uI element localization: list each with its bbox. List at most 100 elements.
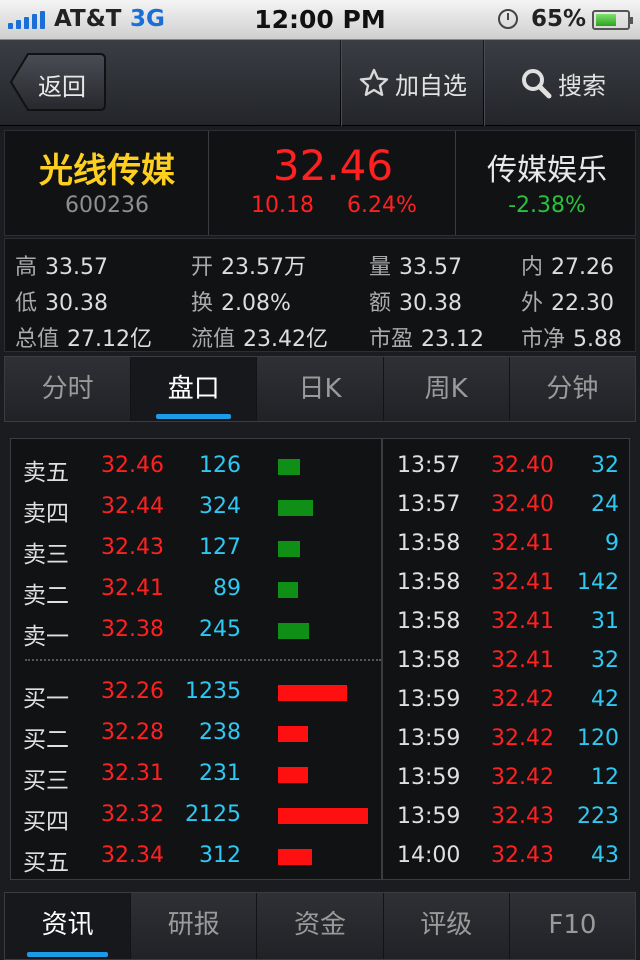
sell-volume: 127: [199, 535, 241, 560]
sell-price: 32.43: [101, 535, 164, 560]
stat-value: 5.88: [573, 327, 622, 352]
stock-code: 600236: [65, 193, 149, 218]
trade-price: 32.42: [491, 687, 554, 712]
stat-key: 市净: [521, 327, 566, 352]
stat-item: 低 30.38: [15, 285, 108, 317]
star-icon: [359, 68, 389, 96]
search-button[interactable]: 搜索: [486, 40, 640, 126]
sell-order-row: 卖五 32.46 126: [11, 449, 381, 486]
stat-item: 高 33.57: [15, 249, 108, 281]
buy-order-row: 买五 32.34 312: [11, 839, 381, 876]
back-button-shape: [10, 53, 106, 111]
trade-row: 13:57 32.40 24: [383, 488, 629, 522]
sell-price: 32.46: [101, 453, 164, 478]
stat-value: 27.26: [551, 255, 614, 280]
buy-level-label: 买四: [23, 809, 69, 835]
stat-item: 开 23.57万: [191, 249, 306, 281]
buy-price: 32.34: [101, 843, 164, 868]
buy-price: 32.28: [101, 720, 164, 745]
stat-value: 33.57: [45, 255, 108, 280]
buy-volume: 238: [199, 720, 241, 745]
trade-volume: 120: [577, 726, 619, 751]
search-icon: [522, 69, 552, 99]
chart-tabs: 分时 盘口 日K 周K 分钟: [4, 356, 636, 422]
trade-time: 13:58: [397, 609, 461, 634]
signal-strength-icon: [8, 11, 45, 29]
stat-item: 市净 5.88: [521, 321, 622, 353]
sector-change: -2.38%: [508, 193, 586, 218]
buy-level-label: 买三: [23, 768, 69, 794]
buy-volume-bar: [278, 726, 308, 742]
trade-row: 13:59 32.42 120: [383, 722, 629, 756]
stat-key: 低: [15, 291, 38, 316]
bottom-tab-3[interactable]: 评级: [384, 893, 510, 959]
back-button[interactable]: 返回: [10, 53, 106, 111]
trade-volume: 24: [591, 492, 619, 517]
sell-volume: 89: [213, 576, 241, 601]
trade-time: 13:57: [397, 492, 461, 517]
stock-change-percent: 6.24%: [347, 193, 417, 218]
trade-price: 32.41: [491, 648, 554, 673]
trade-volume: 32: [591, 648, 619, 673]
buy-volume: 2125: [185, 802, 241, 827]
trade-time: 13:59: [397, 804, 461, 829]
stat-key: 额: [369, 291, 392, 316]
tab-4[interactable]: 分钟: [546, 374, 599, 404]
sector-name[interactable]: 传媒娱乐: [487, 153, 607, 188]
stat-value: 2.08%: [221, 291, 291, 316]
panel-divider: [381, 439, 383, 879]
sell-price: 32.38: [101, 617, 164, 642]
trade-price: 32.43: [491, 843, 554, 868]
sell-level-label: 卖五: [23, 460, 69, 486]
sell-level-label: 卖三: [23, 542, 69, 568]
sell-order-row: 卖二 32.41 89: [11, 572, 381, 609]
trade-volume: 43: [591, 843, 619, 868]
bottom-tab-0[interactable]: 资讯: [5, 893, 132, 959]
trade-row: 13:58 32.41 32: [383, 644, 629, 678]
status-time: 12:00 PM: [254, 5, 386, 34]
buy-volume: 312: [199, 843, 241, 868]
trade-volume: 223: [577, 804, 619, 829]
trade-volume: 42: [591, 687, 619, 712]
buy-volume: 1235: [185, 679, 241, 704]
bottom-tab-1[interactable]: 研报: [131, 893, 258, 959]
stat-value: 27.12亿: [67, 327, 152, 352]
stat-value: 23.42亿: [243, 327, 328, 352]
stock-change: 10.18: [251, 193, 314, 218]
trade-row: 13:57 32.40 32: [383, 449, 629, 483]
sell-volume: 324: [199, 494, 241, 519]
battery-fill: [596, 14, 616, 26]
buy-volume-bar: [278, 767, 308, 783]
buy-volume-bar: [278, 685, 347, 701]
network-type: 3G: [130, 6, 165, 32]
stat-item: 流值 23.42亿: [191, 321, 328, 353]
stat-key: 换: [191, 291, 214, 316]
trade-time: 13:59: [397, 687, 461, 712]
stat-key: 总值: [15, 327, 60, 352]
tab-1[interactable]: 盘口: [131, 357, 258, 421]
trade-price: 32.40: [491, 453, 554, 478]
bottom-tab-4[interactable]: F10: [548, 910, 597, 940]
buy-order-row: 买四 32.32 2125: [11, 798, 381, 835]
buy-order-row: 买三 32.31 231: [11, 757, 381, 794]
bottom-tab-2[interactable]: 资金: [257, 893, 384, 959]
add-watchlist-button[interactable]: 加自选: [343, 40, 483, 126]
search-label: 搜索: [558, 71, 606, 100]
tab-2[interactable]: 日K: [257, 357, 384, 421]
stat-key: 外: [521, 291, 544, 316]
add-watchlist-label: 加自选: [395, 71, 467, 100]
stat-item: 总值 27.12亿: [15, 321, 152, 353]
sell-volume-bar: [278, 500, 313, 516]
trade-time: 13:59: [397, 765, 461, 790]
stat-key: 市盈: [369, 327, 414, 352]
trade-time: 13:58: [397, 648, 461, 673]
tab-3[interactable]: 周K: [384, 357, 510, 421]
sell-volume-bar: [278, 582, 298, 598]
buy-price: 32.31: [101, 761, 164, 786]
sell-volume-bar: [278, 623, 309, 639]
alarm-clock-icon: [498, 9, 518, 29]
sell-volume-bar: [278, 541, 300, 557]
buy-volume-bar: [278, 808, 368, 824]
bid-ask-divider: [25, 659, 381, 661]
tab-0[interactable]: 分时: [5, 357, 132, 421]
